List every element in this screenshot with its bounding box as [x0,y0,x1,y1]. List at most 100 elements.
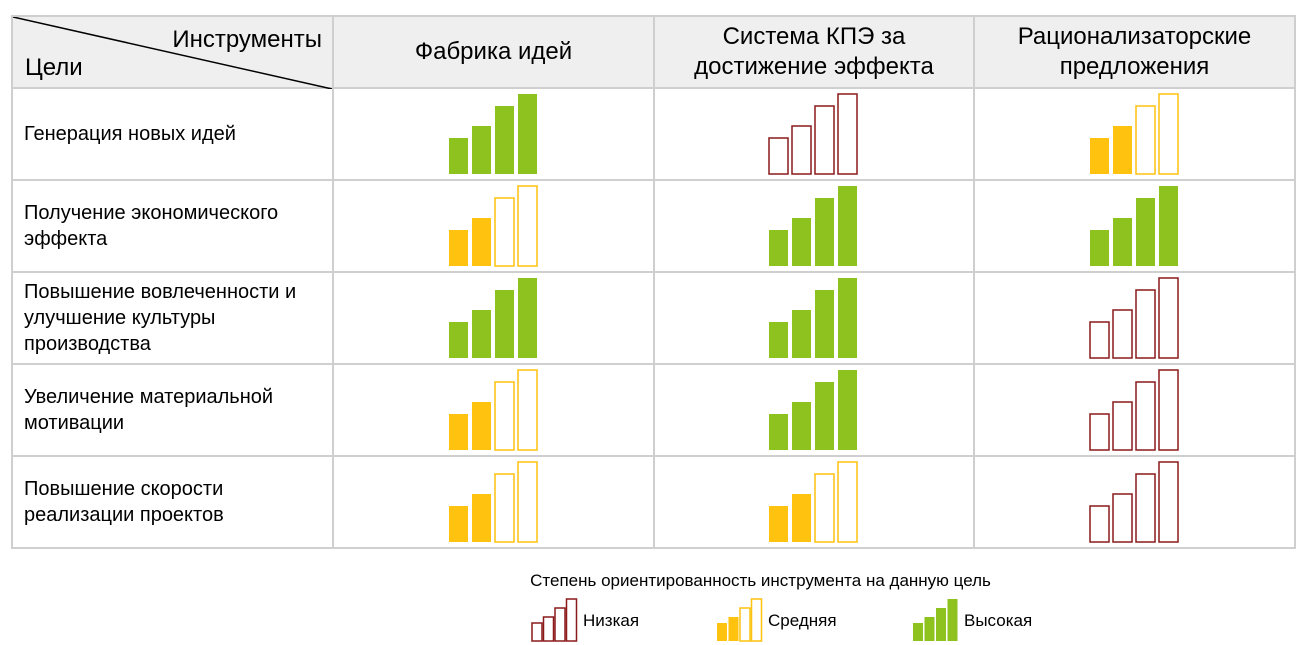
rating-bar [913,623,923,641]
rating-bar [769,322,788,358]
rating-bar [1134,381,1156,451]
rating-bar [1089,138,1109,174]
goal-label: Увеличение материальной мотивации [11,363,334,457]
goal-row: Увеличение материальной мотивации [11,363,1296,457]
rating-bar [1089,230,1109,266]
rating-bar [448,322,468,358]
rating-bar [516,185,538,267]
rating-cell [653,271,975,365]
rating-bar [448,230,468,266]
rating-bar [792,402,811,450]
rating-bar [494,106,514,174]
rating-bars-icon [1088,277,1181,359]
rating-bar [517,278,537,358]
tools-axis-label: Инструменты [172,26,322,53]
rating-bar [471,126,491,174]
rating-bar [792,310,811,358]
goal-row: Повышение скорости реализации проектов [11,455,1296,549]
goal-label: Генерация новых идей [11,87,334,181]
rating-bar [1111,493,1133,543]
rating-bars-icon [448,461,540,543]
rating-bar [792,218,811,266]
rating-bar [493,197,515,267]
rating-bar [838,370,857,450]
rating-bar [769,506,788,542]
goal-label: Повышение вовлеченности и улучшение куль… [11,271,334,365]
goal-label: Получение экономического эффекта [11,179,334,273]
rating-bar [717,623,727,641]
legend-title: Степень ориентированность инструмента на… [530,571,991,590]
rating-bar [516,369,538,451]
rating-bar [815,382,834,450]
rating-bar [1134,289,1156,359]
rating-bar [1157,369,1179,451]
rating-bar [1088,321,1110,359]
rating-bar [448,414,468,450]
goals-axis-label: Цели [25,54,83,81]
rating-cell [653,455,975,549]
rating-bar [471,494,491,542]
corner-cell: Инструменты Цели [11,15,334,89]
rating-cell [973,87,1296,181]
rating-bar [1157,93,1179,175]
rating-cell [332,455,655,549]
rating-bar [750,598,763,642]
rating-bar [947,599,958,641]
rating-bar [837,93,858,175]
rating-cell [973,179,1296,273]
rating-bar [769,230,788,266]
rating-bar [1157,461,1179,543]
rating-bars-icon [768,93,860,175]
legend: Степень ориентированность инструмента на… [0,570,1309,645]
legend-label: Средняя [768,611,837,630]
rating-bar [493,381,515,451]
legend-label: Низкая [583,611,640,630]
rating-bar [739,607,751,642]
rating-bar [493,473,515,543]
rating-bars-icon [768,277,860,359]
rating-bar [1134,105,1156,175]
rating-bars-icon [448,185,540,267]
goal-label: Повышение скорости реализации проектов [11,455,334,549]
rating-bar [768,137,789,175]
rating-cell [653,363,975,457]
rating-bar [1158,186,1178,266]
rating-bars-icon [1088,461,1181,543]
rating-cell [332,179,655,273]
tool-header-ideas-factory: Фабрика идей [332,15,655,89]
rating-bar [837,461,858,543]
tool-goal-matrix: Инструменты Цели Фабрика идей Система КП… [11,15,1296,549]
rating-bar [531,622,543,642]
rating-bar [791,125,812,175]
rating-bar [554,607,566,642]
rating-cell [973,363,1296,457]
rating-bar [814,105,835,175]
rating-cell [332,87,655,181]
rating-cell [332,271,655,365]
rating-bar [792,494,811,542]
rating-bar [471,310,491,358]
rating-bars-icon [448,277,540,359]
rating-cell [973,455,1296,549]
rating-bar [838,186,857,266]
rating-bar [815,290,834,358]
rating-bar [936,608,946,641]
rating-bar [728,617,739,641]
header-row: Инструменты Цели Фабрика идей Система КП… [11,15,1296,89]
rating-bar [924,617,935,641]
rating-bars-icon [1088,369,1181,451]
rating-cell [973,271,1296,365]
rating-bar [769,414,788,450]
rating-bar [1134,473,1156,543]
rating-bar [1112,126,1132,174]
rating-bar [471,218,491,266]
rating-bar [1112,218,1132,266]
rating-bar [1111,309,1133,359]
rating-bars-icon [768,185,860,267]
rating-bar [1157,277,1179,359]
rating-cell [653,87,975,181]
rating-bars-icon [768,369,860,451]
rating-bars-icon [448,369,540,451]
rating-bar [542,616,555,642]
rating-bar [448,138,468,174]
